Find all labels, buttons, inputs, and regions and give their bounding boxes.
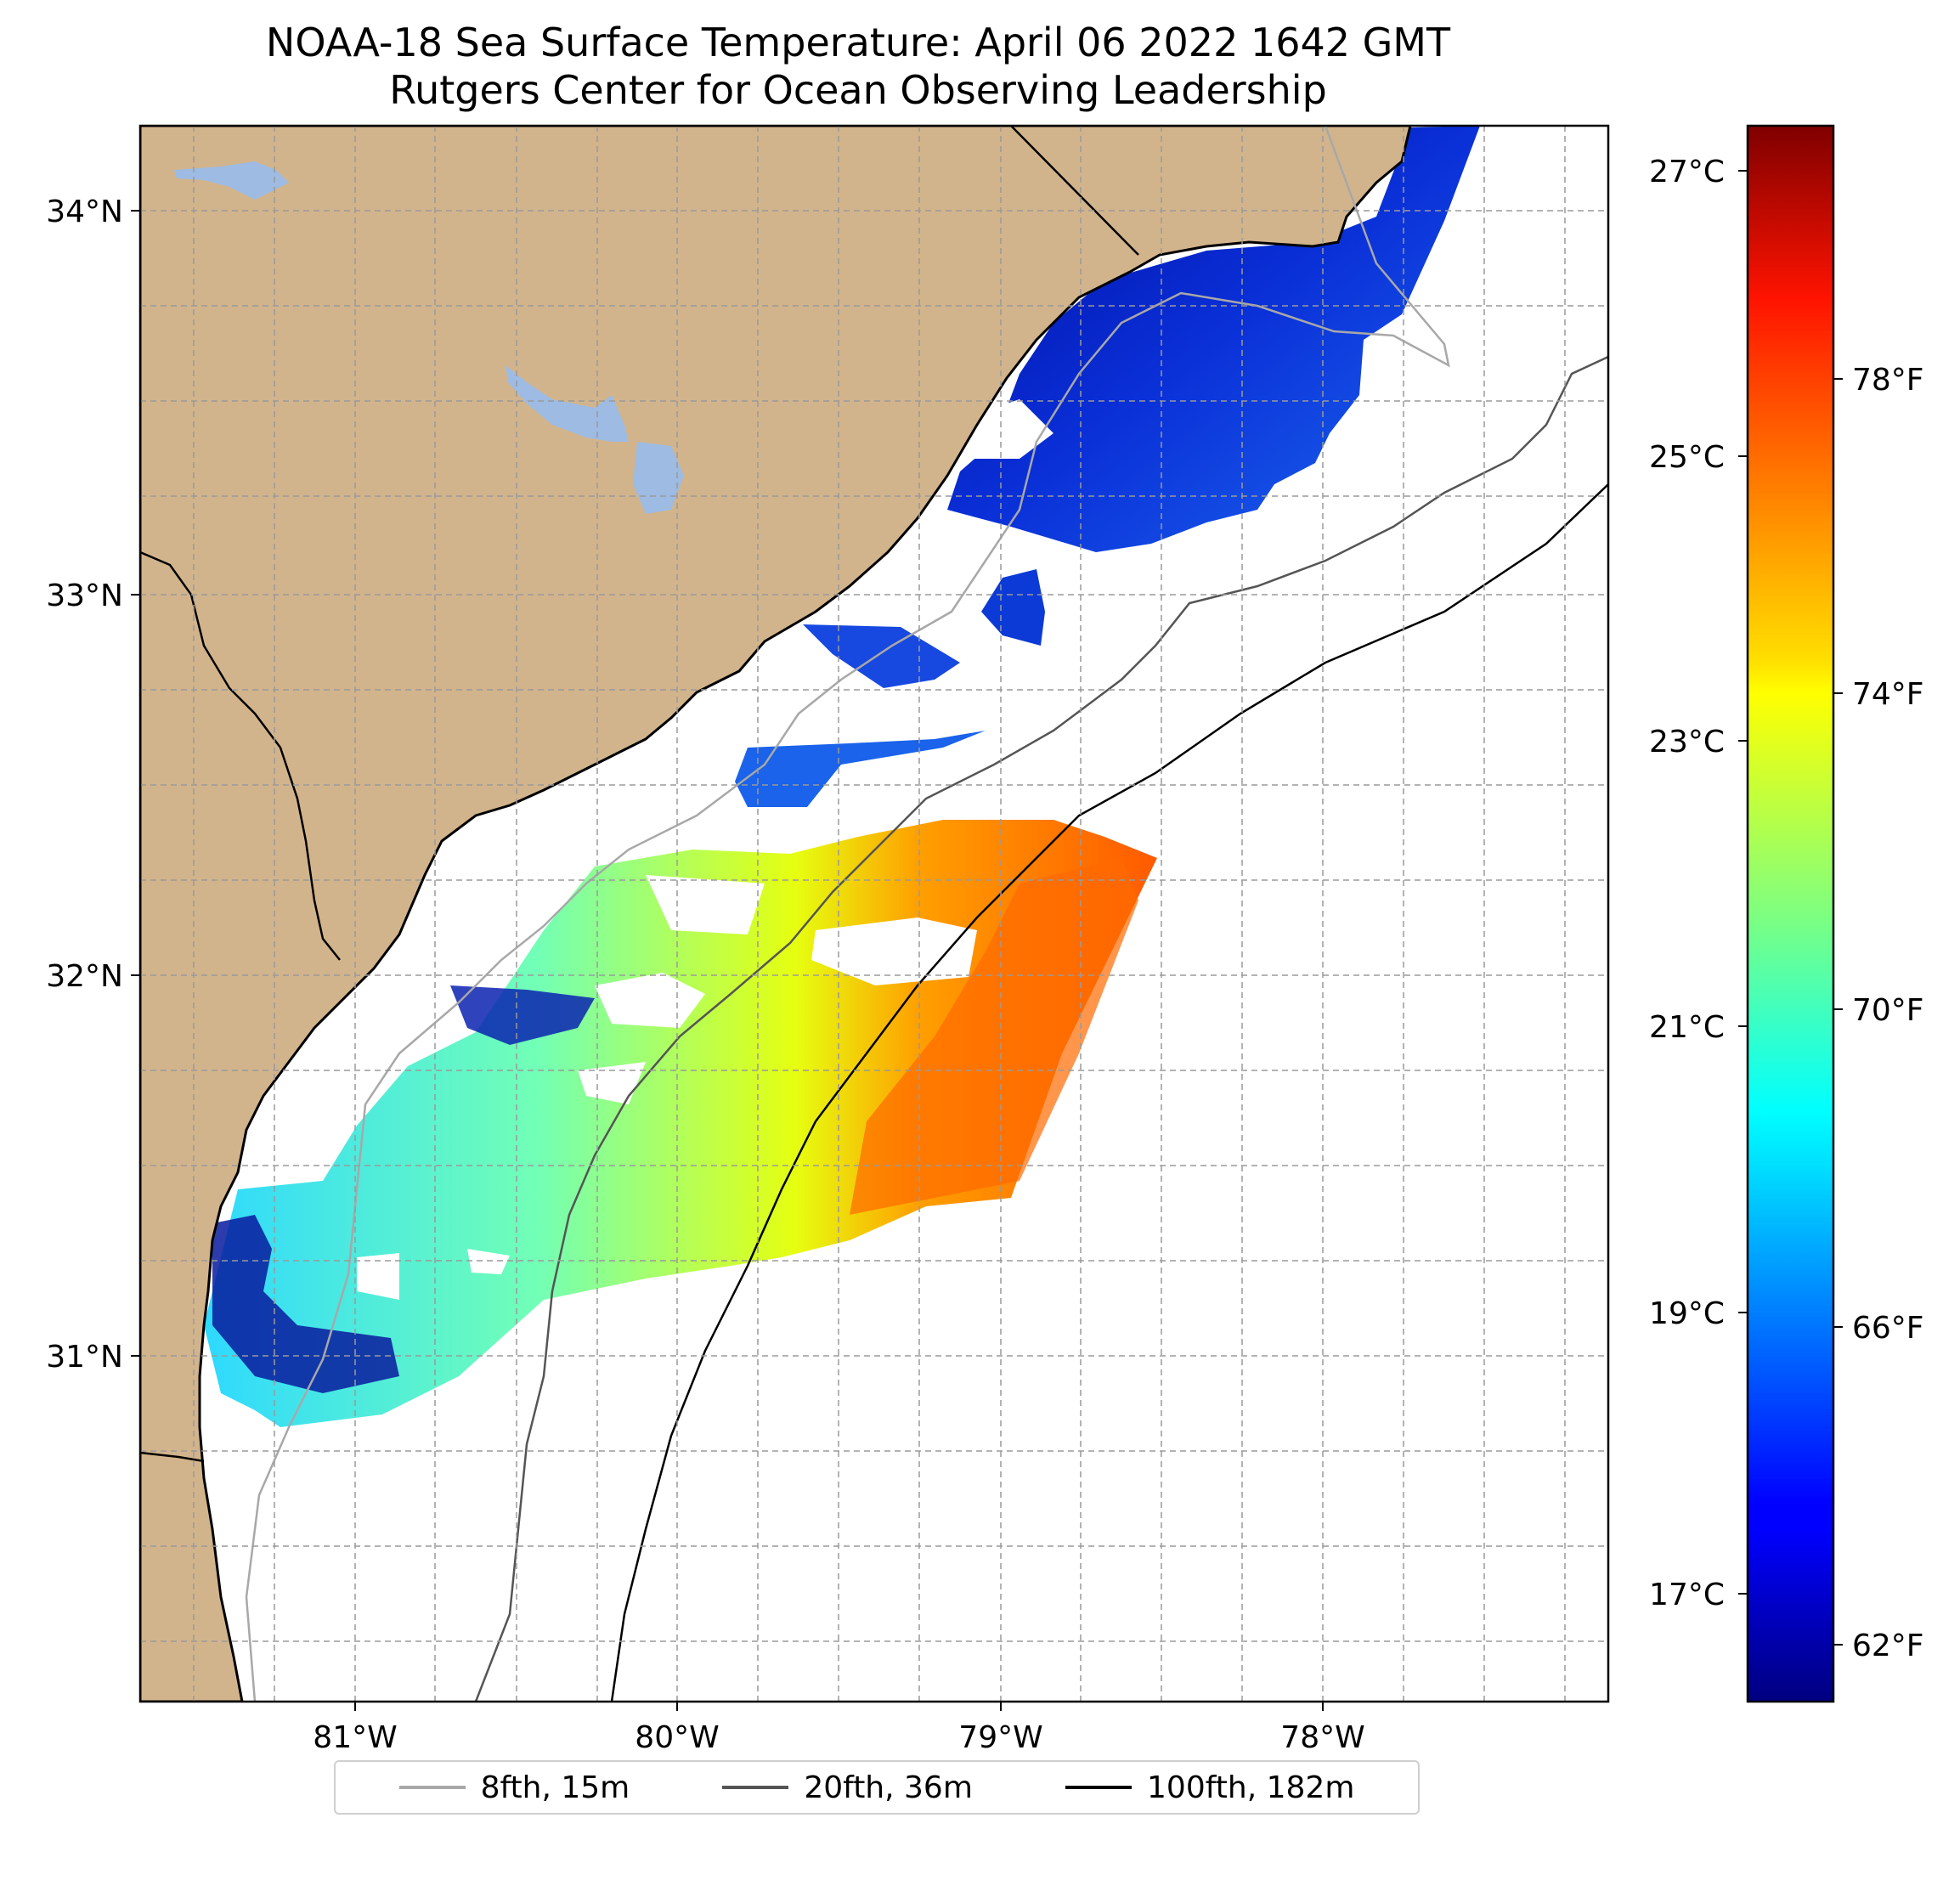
legend-label-8fth: 8fth, 15m bbox=[480, 1770, 630, 1805]
lon-label-80w: 80°W bbox=[635, 1720, 719, 1755]
sst-cold-eddy bbox=[450, 985, 595, 1045]
colorbar-label-70f: 70°F bbox=[1852, 993, 1924, 1028]
land-area bbox=[140, 126, 1412, 1702]
colorbar-ticks bbox=[1738, 170, 1843, 1646]
contour-20fth bbox=[474, 355, 1608, 1702]
sst-cold-patch-south bbox=[735, 731, 986, 807]
colorbar-label-62f: 62°F bbox=[1852, 1629, 1924, 1663]
legend-label-100fth: 100fth, 182m bbox=[1147, 1770, 1355, 1805]
map-frame bbox=[138, 124, 1610, 1703]
legend-label-20fth: 20fth, 36m bbox=[804, 1770, 973, 1805]
sst-cold-coastal bbox=[212, 1215, 399, 1393]
sst-warm-core bbox=[850, 858, 1138, 1215]
state-border-south bbox=[140, 550, 341, 961]
legend-swatch-100fth bbox=[1065, 1786, 1133, 1789]
axis-ticks bbox=[131, 210, 1324, 1711]
cloud-gap-7 bbox=[943, 399, 1053, 459]
lat-label-32n: 32°N bbox=[46, 959, 123, 994]
title-line-1: NOAA-18 Sea Surface Temperature: April 0… bbox=[265, 20, 1451, 65]
cloud-gap-5 bbox=[467, 1249, 510, 1274]
lat-label-31n: 31°N bbox=[46, 1340, 123, 1375]
contour-100fth bbox=[610, 483, 1608, 1702]
title-line-2: Rutgers Center for Ocean Observing Leade… bbox=[389, 67, 1327, 113]
lake-north bbox=[174, 161, 289, 200]
cloud-gap-6 bbox=[578, 1062, 646, 1104]
lat-label-33n: 33°N bbox=[46, 579, 123, 613]
colorbar-label-21c: 21°C bbox=[1649, 1010, 1725, 1045]
colorbar-label-17c: 17°C bbox=[1649, 1578, 1725, 1612]
map-title: NOAA-18 Sea Surface Temperature: April 0… bbox=[0, 19, 1716, 114]
colorbar-label-25c: 25°C bbox=[1649, 440, 1725, 475]
colorbar-label-78f: 78°F bbox=[1852, 363, 1924, 398]
sst-cold-patch-mid bbox=[981, 569, 1045, 646]
cloud-gap-2 bbox=[811, 917, 977, 985]
colorbar-label-19c: 19°C bbox=[1649, 1296, 1725, 1331]
colorbar-label-74f: 74°F bbox=[1852, 677, 1924, 712]
contour-8fth bbox=[245, 126, 1450, 1702]
state-border-ga bbox=[140, 1451, 205, 1463]
lon-label-79w: 79°W bbox=[958, 1720, 1042, 1755]
legend-swatch-8fth bbox=[398, 1786, 466, 1789]
lat-label-34n: 34°N bbox=[46, 195, 123, 229]
colorbar-label-66f: 66°F bbox=[1852, 1311, 1924, 1346]
lon-label-81w: 81°W bbox=[313, 1720, 397, 1755]
colorbar-label-27c: 27°C bbox=[1649, 155, 1725, 189]
state-border bbox=[1010, 126, 1139, 256]
legend-item-100fth: 100fth, 182m bbox=[1065, 1770, 1354, 1805]
legend-item-20fth: 20fth, 36m bbox=[722, 1770, 973, 1805]
gridlines bbox=[140, 126, 1608, 1702]
legend-item-8fth: 8fth, 15m bbox=[398, 1770, 630, 1805]
cloud-gap-4 bbox=[357, 1253, 399, 1300]
colorbar-label-23c: 23°C bbox=[1649, 725, 1725, 759]
legend-swatch-20fth bbox=[722, 1786, 789, 1789]
cloud-gap-3 bbox=[646, 875, 765, 934]
sst-cold-strip bbox=[803, 624, 960, 688]
contour-legend: 8fth, 15m 20fth, 36m 100fth, 182m bbox=[334, 1760, 1420, 1815]
colorbar bbox=[1746, 124, 1835, 1703]
lon-label-78w: 78°W bbox=[1280, 1720, 1364, 1755]
